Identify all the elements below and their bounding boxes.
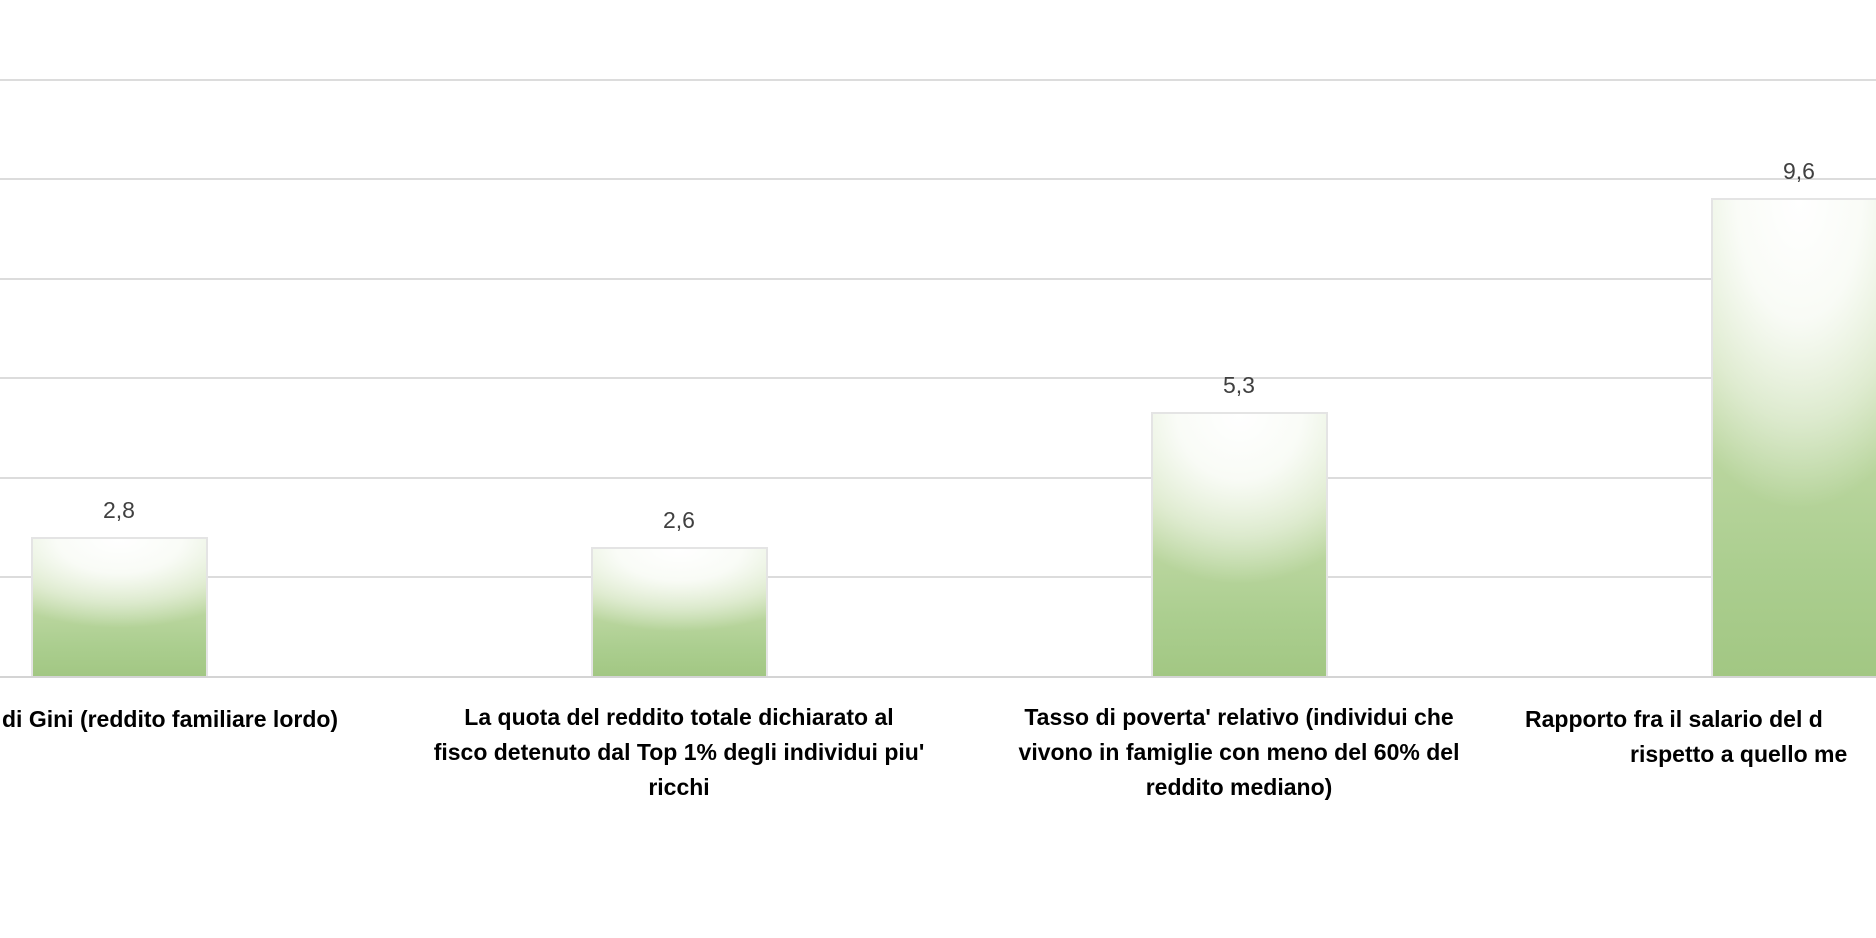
chart-bar[interactable] xyxy=(590,547,768,676)
category-label-line: La quota del reddito totale dichiarato a… xyxy=(464,704,894,730)
bar-value-label: 2,8 xyxy=(103,497,135,523)
category-label-line: ricchi xyxy=(648,774,710,800)
category-label: Tasso di poverta' relativo (individui ch… xyxy=(935,700,1543,805)
gridline xyxy=(0,576,1876,578)
gridline xyxy=(0,79,1876,81)
gridline xyxy=(0,278,1876,280)
bar-value-label: 2,6 xyxy=(663,507,695,533)
chart-bar[interactable] xyxy=(1710,198,1876,676)
gridline xyxy=(0,477,1876,479)
category-label-line: Rapporto fra il salario del d xyxy=(1525,706,1823,732)
gridline xyxy=(0,377,1876,379)
category-label: di Gini (reddito familiare lordo) xyxy=(2,702,338,737)
category-label-line: fisco detenuto dal Top 1% degli individu… xyxy=(433,739,925,765)
category-label-line: vivono in famiglie con meno del 60% del xyxy=(1018,739,1460,765)
chart-bar[interactable] xyxy=(1150,412,1328,676)
chart-bar[interactable] xyxy=(30,537,208,676)
category-label-line: reddito mediano) xyxy=(1145,774,1333,800)
category-label: La quota del reddito totale dichiarato a… xyxy=(375,700,983,805)
x-axis-line xyxy=(0,676,1876,678)
bar-value-label: 9,6 xyxy=(1783,158,1815,184)
bar-value-label: 5,3 xyxy=(1223,372,1255,398)
gridline xyxy=(0,178,1876,180)
category-label-line: Tasso di poverta' relativo (individui ch… xyxy=(1024,704,1454,730)
category-label-line: di Gini (reddito familiare lordo) xyxy=(2,706,339,732)
category-label-line: rispetto a quello me xyxy=(1630,741,1848,767)
